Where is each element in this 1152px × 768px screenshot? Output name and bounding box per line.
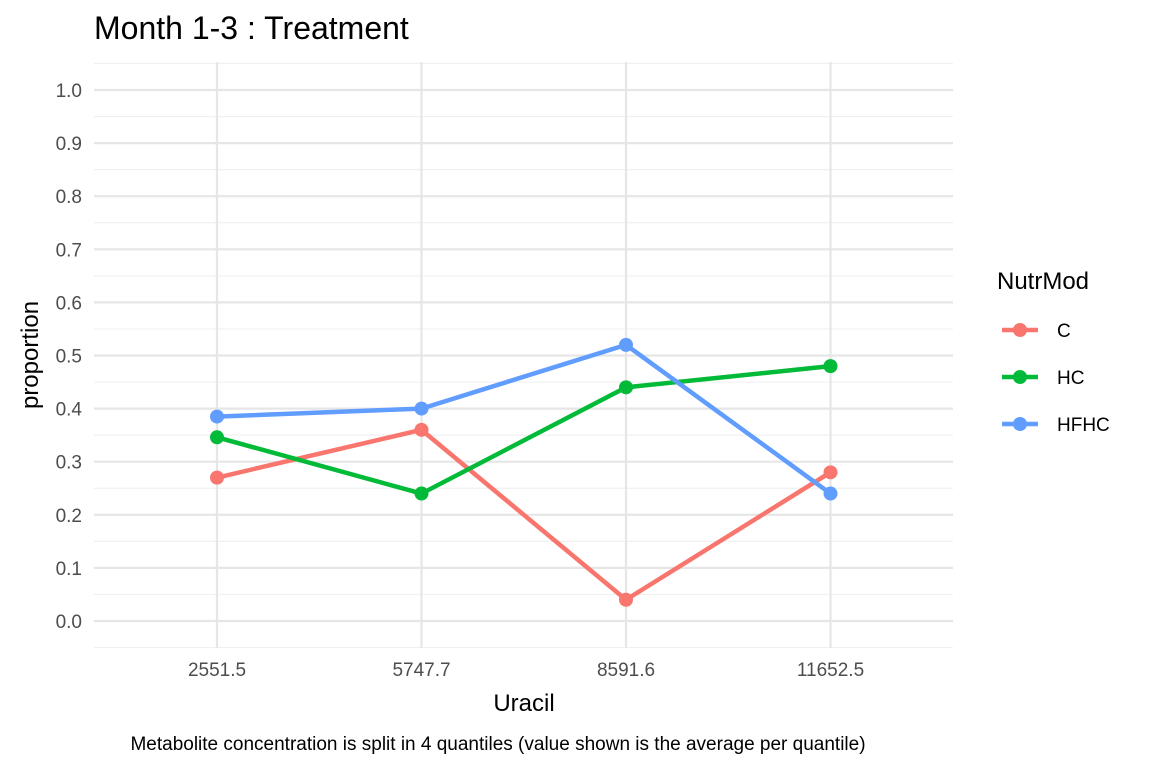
x-axis-ticks: 2551.5 5747.7 8591.6 11652.5 [188, 660, 864, 681]
data-point-hfhc [414, 401, 429, 416]
data-point-c [210, 470, 224, 485]
y-axis-ticks: 0.0 0.1 0.2 0.3 0.4 0.5 0.6 0.7 0.8 0.9 1.0 [56, 81, 83, 633]
y-tick-label: 0.7 [56, 240, 82, 261]
series-hfhc [210, 337, 838, 501]
y-tick-label: 0.3 [56, 453, 82, 474]
legend-label: HFHC [1057, 415, 1110, 436]
y-tick-label: 1.0 [56, 81, 82, 102]
data-point-hfhc [823, 486, 838, 501]
legend-title: NutrMod [997, 268, 1089, 295]
y-tick-label: 0.5 [56, 347, 82, 368]
chart-title: Month 1-3 : Treatment [94, 10, 409, 46]
y-axis-title: proportion [17, 301, 44, 409]
y-tick-label: 0.4 [56, 400, 83, 421]
data-point-hc [210, 430, 224, 445]
x-axis-title: Uracil [493, 690, 554, 717]
y-tick-label: 0.2 [56, 506, 82, 527]
legend-item-hc: HC [1002, 368, 1084, 389]
legend-item-hfhc: HFHC [1002, 415, 1110, 436]
x-tick-label: 11652.5 [797, 660, 864, 681]
series-line-hfhc [216, 342, 832, 496]
y-tick-label: 0.0 [56, 612, 82, 633]
y-tick-label: 0.8 [56, 187, 82, 208]
data-point-hc [619, 380, 633, 395]
data-point-hc [414, 486, 429, 501]
legend-items: C HC HFHC [1002, 321, 1110, 436]
data-point-c [823, 465, 838, 480]
legend-key-point [1013, 417, 1027, 431]
y-tick-label: 0.9 [56, 134, 82, 155]
x-tick-label: 5747.7 [392, 660, 450, 681]
y-tick-label: 0.1 [56, 559, 82, 580]
series-layer [210, 337, 838, 607]
legend-label: HC [1057, 368, 1084, 389]
series-hc [210, 359, 838, 501]
series-line-c [216, 427, 832, 603]
legend-item-c: C [1002, 321, 1071, 342]
legend-label: C [1057, 321, 1071, 342]
data-point-hfhc [619, 337, 633, 352]
series-c [210, 422, 838, 607]
data-point-hc [823, 359, 838, 374]
grid [94, 62, 953, 649]
series-line-hc [216, 363, 831, 496]
legend: NutrMod C HC HFHC [997, 268, 1110, 436]
x-tick-label: 2551.5 [188, 660, 246, 681]
data-point-c [414, 422, 429, 437]
legend-key-point [1013, 323, 1027, 337]
data-point-hfhc [210, 409, 224, 424]
chart-caption: Metabolite concentration is split in 4 q… [130, 734, 865, 755]
y-tick-label: 0.6 [56, 293, 82, 314]
x-tick-label: 8591.6 [597, 660, 655, 681]
data-point-c [619, 592, 633, 607]
legend-key-point [1013, 370, 1027, 384]
